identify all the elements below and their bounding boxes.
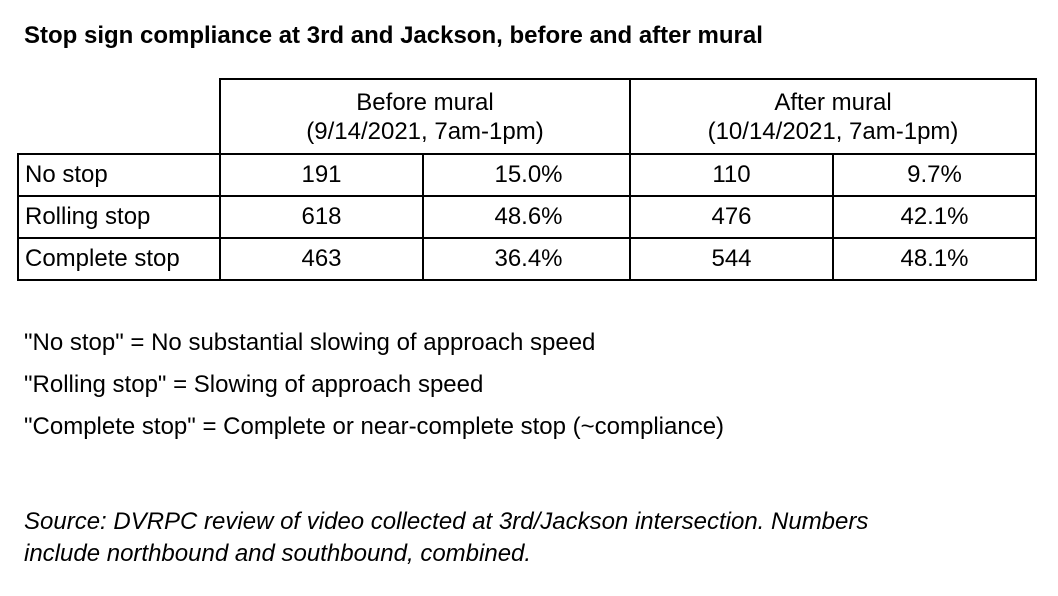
compliance-table: Before mural (9/14/2021, 7am-1pm) After … xyxy=(17,78,1037,281)
after-percent-cell: 48.1% xyxy=(832,237,1037,281)
after-count-cell: 544 xyxy=(629,237,834,281)
note-rolling-stop: "Rolling stop" = Slowing of approach spe… xyxy=(24,371,484,398)
source-line-1: Source: DVRPC review of video collected … xyxy=(24,508,869,535)
before-count-cell: 191 xyxy=(219,153,424,197)
after-percent-cell: 42.1% xyxy=(832,195,1037,239)
compliance-table-container: Before mural (9/14/2021, 7am-1pm) After … xyxy=(17,78,1037,281)
row-label-complete-stop: Complete stop xyxy=(17,237,221,281)
header-after-period: (10/14/2021, 7am-1pm) xyxy=(707,117,959,145)
before-count-cell: 618 xyxy=(219,195,424,239)
before-percent-cell: 48.6% xyxy=(422,195,631,239)
header-before-mural: Before mural (9/14/2021, 7am-1pm) xyxy=(219,78,631,155)
before-percent-cell: 36.4% xyxy=(422,237,631,281)
before-count-cell: 463 xyxy=(219,237,424,281)
header-after-label: After mural xyxy=(774,88,892,116)
table-row: No stop 191 15.0% 110 9.7% xyxy=(17,153,1037,197)
note-no-stop: "No stop" = No substantial slowing of ap… xyxy=(24,329,596,356)
header-before-period: (9/14/2021, 7am-1pm) xyxy=(306,117,544,145)
header-after-mural: After mural (10/14/2021, 7am-1pm) xyxy=(629,78,1037,155)
definitions-notes: "No stop" = No substantial slowing of ap… xyxy=(24,328,724,454)
after-percent-cell: 9.7% xyxy=(832,153,1037,197)
note-complete-stop: "Complete stop" = Complete or near-compl… xyxy=(24,413,725,440)
before-percent-cell: 15.0% xyxy=(422,153,631,197)
table-row: Complete stop 463 36.4% 544 48.1% xyxy=(17,237,1037,281)
table-row: Rolling stop 618 48.6% 476 42.1% xyxy=(17,195,1037,239)
header-before-label: Before mural xyxy=(356,88,494,116)
page-title: Stop sign compliance at 3rd and Jackson,… xyxy=(24,22,763,49)
source-note: Source: DVRPC review of video collected … xyxy=(24,506,1024,570)
table-header-row: Before mural (9/14/2021, 7am-1pm) After … xyxy=(18,78,1037,155)
source-line-2: include northbound and southbound, combi… xyxy=(24,540,532,567)
row-label-no-stop: No stop xyxy=(17,153,221,197)
row-label-rolling-stop: Rolling stop xyxy=(17,195,221,239)
table-corner-cell xyxy=(18,79,221,155)
after-count-cell: 110 xyxy=(629,153,834,197)
after-count-cell: 476 xyxy=(629,195,834,239)
